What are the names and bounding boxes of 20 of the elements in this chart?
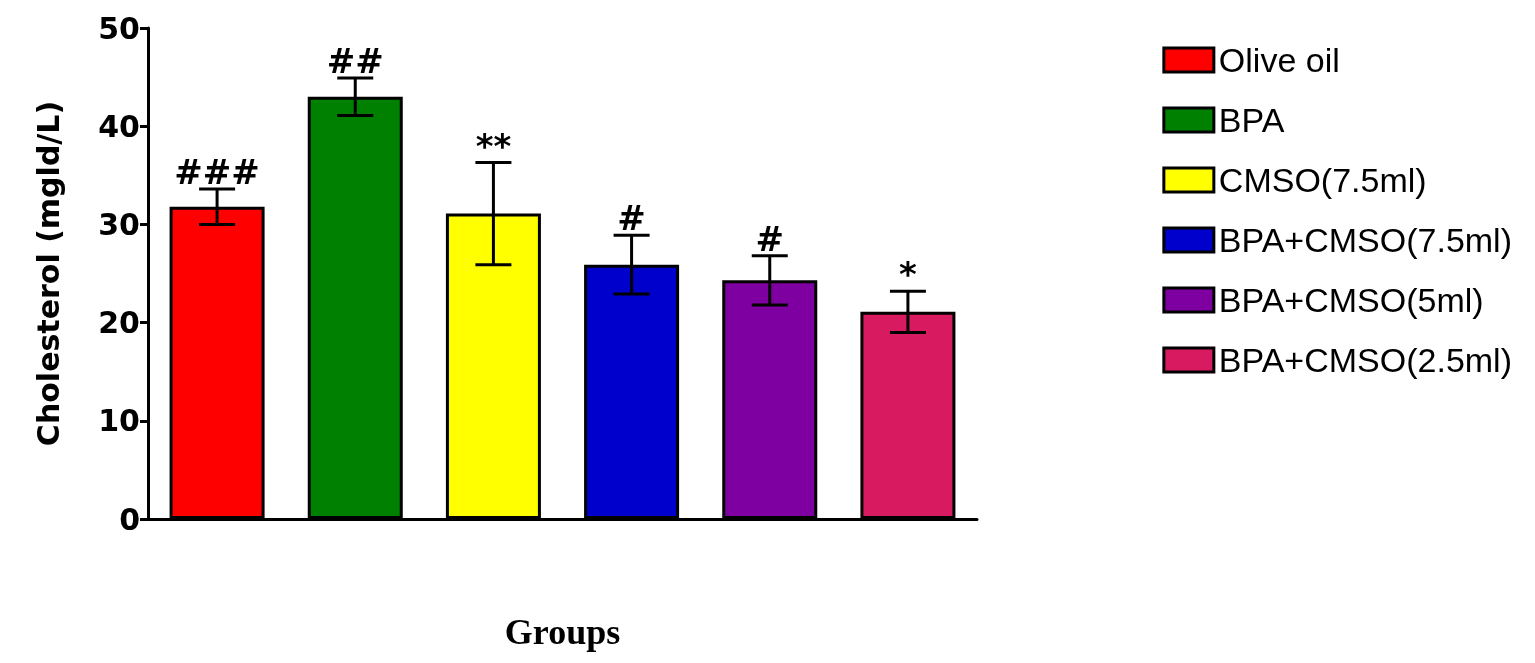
legend-label: BPA+CMSO(2.5ml) xyxy=(1218,341,1513,379)
y-tick-label: 20 xyxy=(98,305,140,341)
data-label: ### xyxy=(174,152,260,193)
y-axis-title: Cholesterol (mgld/L) xyxy=(30,100,66,447)
y-tick-label: 40 xyxy=(98,108,140,144)
y-tick-label: 30 xyxy=(98,206,140,242)
data-label: ** xyxy=(475,125,512,166)
data-label: # xyxy=(755,218,784,259)
data-label: * xyxy=(899,254,918,295)
legend-label: BPA+CMSO(7.5ml) xyxy=(1218,221,1513,259)
data-label: # xyxy=(617,198,646,239)
legend-label: CMSO(7.5ml) xyxy=(1218,161,1427,199)
legend-label: Olive oil xyxy=(1218,41,1340,79)
data-label: ## xyxy=(326,41,384,82)
y-tick-label: 0 xyxy=(119,501,140,537)
y-tick-label: 10 xyxy=(98,403,140,439)
y-tick-label: 50 xyxy=(98,10,140,46)
legend-label: BPA+CMSO(5ml) xyxy=(1218,281,1484,319)
legend-label: BPA xyxy=(1218,101,1285,139)
x-axis-title: Groups xyxy=(504,612,621,652)
